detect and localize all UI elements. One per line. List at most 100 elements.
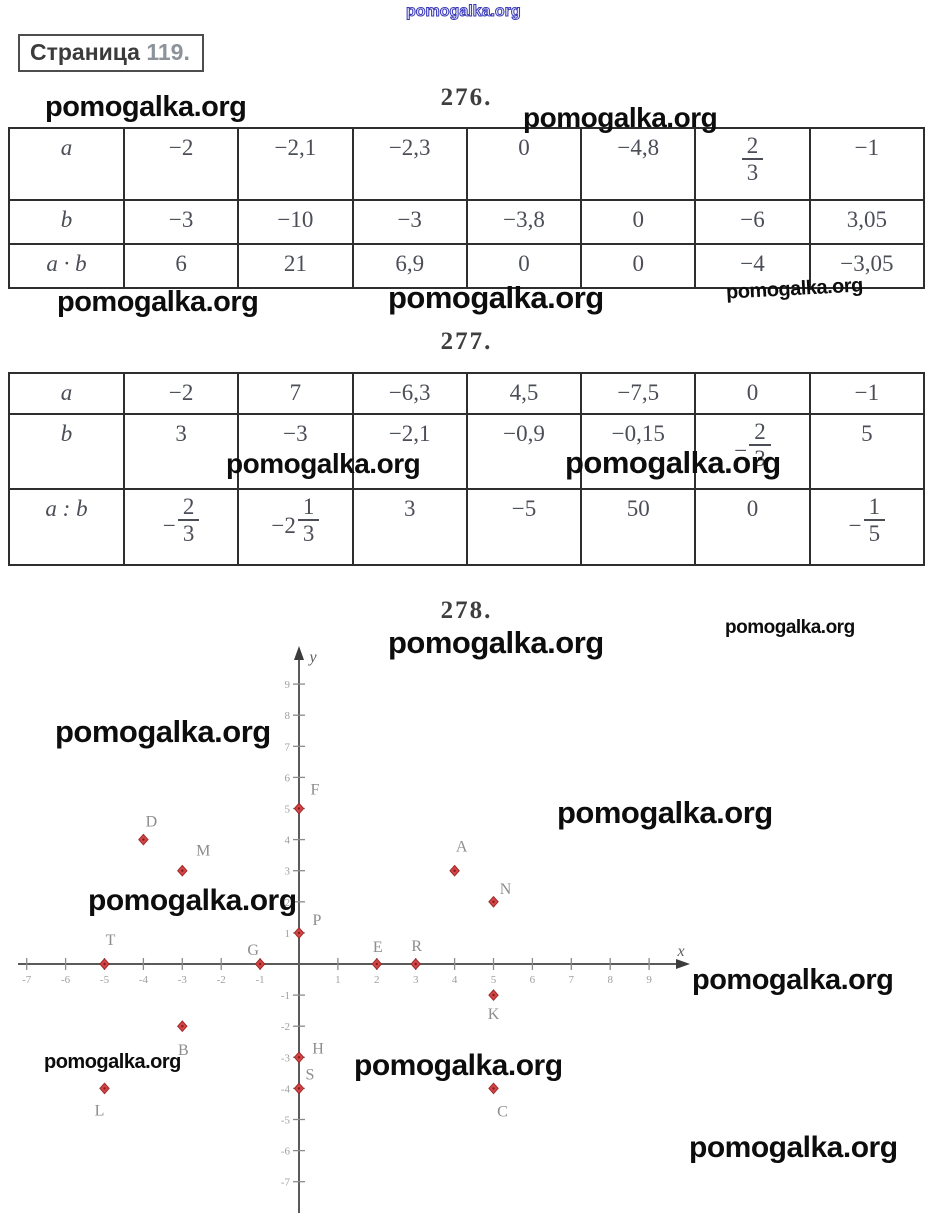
table-cell: −7,5 <box>580 372 697 415</box>
y-tick-label: 4 <box>285 835 291 847</box>
x-tick-label: 5 <box>491 974 497 986</box>
data-point-center <box>181 1025 184 1028</box>
data-point-center <box>258 962 262 966</box>
table-cell: 3 <box>351 488 468 566</box>
x-tick-label: -2 <box>217 974 226 986</box>
x-tick-label: 8 <box>607 974 613 986</box>
watermark: pomogalka.org <box>565 445 781 480</box>
data-point-center <box>142 838 145 841</box>
table-cell: −1 <box>808 372 926 415</box>
point-label: T <box>106 932 116 949</box>
table-row: b −3 −10 −3 −3,8 0 −6 3,05 <box>8 199 926 245</box>
x-tick-label: -4 <box>139 974 149 986</box>
row-label: a <box>8 372 125 415</box>
table-cell: −6 <box>694 199 811 245</box>
page-title-label: Страница <box>30 39 140 65</box>
y-tick-label: 3 <box>285 866 291 878</box>
table-cell: 7 <box>237 372 354 415</box>
table-cell: −0,15 <box>580 413 697 490</box>
point-label: N <box>500 881 512 898</box>
watermark: pomogalka.org <box>45 91 247 123</box>
table-cell: −2,1 <box>237 127 354 201</box>
table-cell: −3 <box>237 413 354 490</box>
row-label: a <box>8 127 125 201</box>
table-cell: 0 <box>580 199 697 245</box>
point-label: C <box>497 1103 508 1120</box>
table-cell: −3 <box>351 199 468 245</box>
table-cell: 6 <box>122 243 240 289</box>
x-tick-label: 6 <box>530 974 536 986</box>
point-label: R <box>411 938 422 955</box>
table-row: b 3 −3 −2,1 −0,9 −0,15 −2 3 5 <box>8 413 926 490</box>
watermark: pomogalka.org <box>388 280 604 315</box>
problem-276-heading: 276. <box>440 84 493 111</box>
data-point-center <box>297 807 301 810</box>
x-tick-label: 3 <box>413 974 419 986</box>
x-axis-arrow <box>676 959 690 969</box>
table-cell: −2 3 <box>694 413 811 490</box>
point-label: F <box>311 782 320 799</box>
row-label: a : b <box>8 488 125 566</box>
problem-277-table: a −2 7 −6,3 4,5 −7,5 0 −1 b 3 −3 −2,1 −0,9 −0,15−2 3 5 a… <box>8 372 926 566</box>
point-label: L <box>95 1102 105 1119</box>
table-cell: −2,3 <box>351 127 468 201</box>
y-tick-label: 5 <box>285 804 291 816</box>
table-row: a · b 6 21 6,9 0 0 −4 −3,05 <box>8 243 926 289</box>
table-cell: 3,05 <box>808 199 926 245</box>
table-cell: −2 <box>122 372 240 415</box>
table-cell: 0 <box>694 488 811 566</box>
data-point-center <box>375 962 378 966</box>
table-cell: −2 3 <box>122 488 240 566</box>
x-tick-label: 7 <box>569 974 575 986</box>
row-label: b <box>8 413 125 490</box>
fraction-value: −2 3 <box>734 419 771 471</box>
table-cell: −5 <box>465 488 583 566</box>
fraction-value: −1 5 <box>849 494 886 546</box>
watermark: pomogalka.org <box>523 102 718 133</box>
data-point-center <box>492 900 495 903</box>
table-cell: 5 <box>808 413 926 490</box>
point-label: P <box>313 912 322 929</box>
table-cell: −3 <box>122 199 240 245</box>
table-cell: 4,5 <box>465 372 583 415</box>
x-tick-label: 2 <box>374 974 380 986</box>
data-point-center <box>103 962 106 966</box>
watermark: pomogalka.org <box>692 964 894 996</box>
watermark: pomogalka.org <box>557 795 773 830</box>
y-tick-label: -7 <box>281 1177 291 1189</box>
table-cell: 3 <box>122 413 240 490</box>
table-cell: −1 5 <box>808 488 926 566</box>
row-label: a · b <box>8 243 125 289</box>
point-label: K <box>488 1006 500 1023</box>
watermark: pomogalka.org <box>354 1049 563 1082</box>
table-cell: 0 <box>465 127 583 201</box>
point-label: G <box>247 942 259 959</box>
fraction-value: −2 1 3 <box>271 494 320 546</box>
watermark: pomogalka.org <box>406 3 522 21</box>
x-tick-label: 1 <box>335 974 341 986</box>
watermark: pomogalka.org <box>88 884 297 917</box>
table-cell: 0 <box>465 243 583 289</box>
watermark: pomogalka.org <box>388 625 604 660</box>
watermark: pomogalka.org <box>226 448 421 479</box>
y-tick-label: 9 <box>285 679 291 691</box>
data-point-center <box>297 1056 301 1059</box>
data-point-center <box>492 1087 495 1090</box>
data-point-center <box>492 993 495 997</box>
x-tick-label: -7 <box>22 974 32 986</box>
watermark: pomogalka.org <box>44 1051 181 1073</box>
data-point-center <box>181 869 184 872</box>
data-point-center <box>297 931 301 935</box>
data-point-center <box>297 1087 301 1090</box>
data-point-center <box>103 1087 106 1090</box>
problem-278-heading: 278. <box>440 597 493 624</box>
y-tick-label: -3 <box>281 1052 291 1064</box>
y-tick-label: 7 <box>285 741 291 753</box>
y-tick-label: 2 <box>285 897 291 909</box>
y-tick-label: -2 <box>281 1021 290 1033</box>
page-title: Страница 119. <box>18 34 204 72</box>
table-cell: −4,8 <box>580 127 697 201</box>
